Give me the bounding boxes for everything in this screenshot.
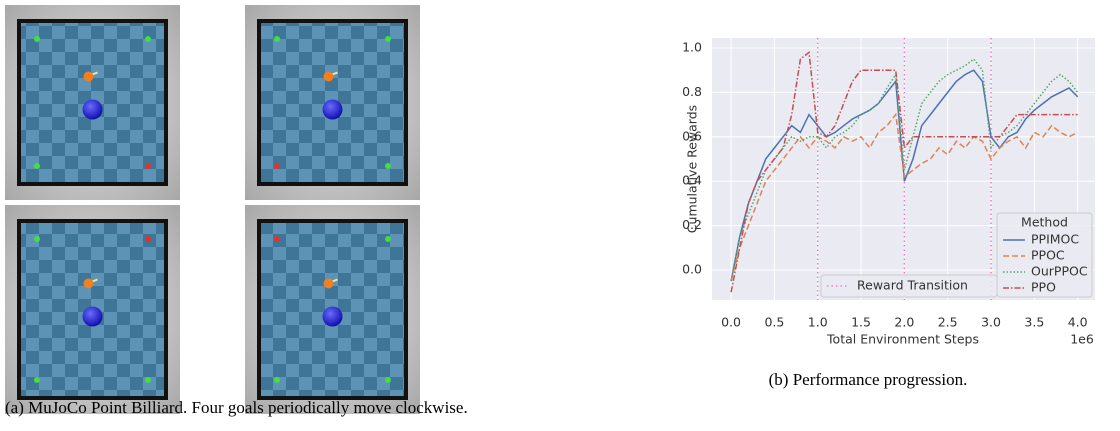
billiard-ball: [322, 306, 343, 327]
goal: [274, 163, 280, 169]
x-tick-label: 1.5: [851, 315, 871, 330]
agent: [323, 71, 334, 82]
series-line: [730, 58, 1079, 282]
goal: [145, 36, 151, 42]
legend-label: OurPPOC: [1031, 264, 1088, 279]
y-axis-label: Cumulative Rewards: [685, 105, 700, 233]
x-tick-label: 0.5: [764, 315, 784, 330]
x-axis-label: Total Environment Steps: [826, 332, 979, 347]
x-tick-label: 3.0: [981, 315, 1001, 330]
caption-a: (a) MuJoCo Point Billiard. Four goals pe…: [5, 398, 468, 417]
goal: [34, 236, 40, 242]
goal: [385, 163, 391, 169]
goal: [34, 36, 40, 42]
env-panels: [5, 5, 420, 414]
goal: [274, 377, 280, 383]
y-tick-label: 0.0: [682, 262, 702, 277]
agent: [323, 278, 334, 289]
goal: [385, 236, 391, 242]
legend-box: [820, 274, 998, 298]
legend-box: [996, 212, 1093, 298]
goal: [145, 163, 151, 169]
legend-title: Method: [1021, 215, 1068, 230]
x-tick-label: 2.0: [894, 315, 914, 330]
goal: [385, 377, 391, 383]
x-tick-label: 3.5: [1024, 315, 1044, 330]
legend-label: Reward Transition: [857, 278, 968, 293]
agent: [83, 278, 94, 289]
series-line: [730, 69, 1079, 282]
billiard-ball: [82, 99, 103, 120]
legend-label: PPIMOC: [1031, 232, 1079, 247]
y-tick-label: 0.6: [682, 128, 702, 143]
legend-label: PPOC: [1031, 248, 1065, 263]
agent: [83, 71, 94, 82]
goal: [385, 36, 391, 42]
x-tick-label: 0.0: [721, 315, 741, 330]
x-offset-label: 1e6: [1070, 332, 1094, 347]
goal: [145, 377, 151, 383]
y-tick-label: 0.8: [682, 84, 702, 99]
goal: [34, 163, 40, 169]
x-tick-label: 2.5: [938, 315, 958, 330]
series-line: [730, 50, 1078, 293]
series-line: [730, 112, 1079, 282]
y-tick-label: 0.4: [682, 173, 702, 188]
goal: [274, 36, 280, 42]
x-tick-label: 1.0: [808, 315, 828, 330]
billiard-ball: [82, 306, 103, 327]
goal: [145, 236, 151, 242]
x-tick-label: 4.0: [1068, 315, 1088, 330]
y-tick-label: 1.0: [682, 39, 702, 54]
goal: [274, 236, 280, 242]
billiard-ball: [322, 99, 343, 120]
goal: [34, 377, 40, 383]
y-tick-label: 0.2: [682, 217, 702, 232]
caption-b: (b) Performance progression.: [769, 370, 968, 389]
legend-label: PPO: [1031, 280, 1056, 295]
